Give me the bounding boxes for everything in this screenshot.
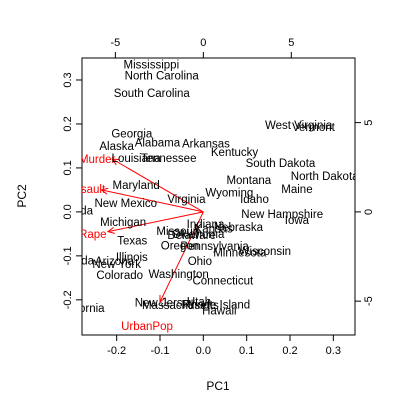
y-tick-label: 0.1 xyxy=(62,160,74,175)
point-label: Arkansas xyxy=(182,138,230,150)
point-label: Michigan xyxy=(100,217,146,229)
point-label: Oklahoma xyxy=(172,229,225,241)
top-axis: -5 0 5 xyxy=(110,37,294,58)
point-label: Missouri xyxy=(156,226,199,238)
point-label: Hawaii xyxy=(202,305,237,317)
point-label: Utah xyxy=(187,297,211,309)
point-label: Alabama xyxy=(135,137,181,149)
x-tick-label: 0.0 xyxy=(196,345,211,357)
y-tick-label: 0.3 xyxy=(62,72,74,87)
point-label: Pennsylvania xyxy=(180,241,249,253)
y-tick-label: 0.0 xyxy=(62,204,74,219)
top-tick-label: 5 xyxy=(288,37,294,49)
point-label: Iowa xyxy=(285,215,310,227)
point-label: Alaska xyxy=(99,141,134,153)
point-label: Nevada xyxy=(54,256,94,268)
y-tick-label: -0.2 xyxy=(62,290,74,309)
point-label: Tennessee xyxy=(141,153,197,165)
x-tick-label: -0.2 xyxy=(107,345,126,357)
point-label: California xyxy=(56,303,105,315)
point-label: Louisiana xyxy=(112,153,162,165)
point-label: Kentucky xyxy=(211,147,259,159)
vector-label-urbanpop: UrbanPop xyxy=(121,321,173,333)
vector-label-rape: Rape xyxy=(79,229,107,241)
point-label: Ohio xyxy=(188,256,212,268)
point-label: Maine xyxy=(281,184,312,196)
point-label: Virginia xyxy=(167,194,206,206)
point-label: Florida xyxy=(58,206,94,218)
vector-arrowhead xyxy=(106,227,115,234)
point-label: Vermont xyxy=(292,122,336,134)
point-label: Massachusetts xyxy=(142,300,219,312)
y-tick-label: -0.1 xyxy=(62,246,74,265)
point-label: New Jersey xyxy=(135,297,195,309)
point-label: Oregon xyxy=(161,241,199,253)
point-label: Illinois xyxy=(116,252,148,264)
point-label: South Carolina xyxy=(114,88,191,100)
point-label: Arizona xyxy=(95,256,135,268)
point-label: Idaho xyxy=(240,194,269,206)
point-label: Wyoming xyxy=(205,188,253,200)
left-axis: -0.2 -0.1 0.0 0.1 0.2 0.3 xyxy=(62,72,82,309)
point-label: Nebraska xyxy=(214,222,264,234)
point-label: Texas xyxy=(117,235,147,247)
right-tick-label: 5 xyxy=(363,120,375,126)
point-label: New York xyxy=(92,259,141,271)
point-label: Montana xyxy=(226,175,271,187)
top-tick-label: 0 xyxy=(200,37,206,49)
bottom-axis: -0.2 -0.1 0.0 0.1 0.2 0.3 xyxy=(107,335,341,357)
point-label: New Hampshire xyxy=(241,209,323,221)
point-label: West Virginia xyxy=(265,120,333,132)
x-tick-label: -0.1 xyxy=(151,345,170,357)
point-label: Connecticut xyxy=(192,275,254,287)
point-label: Wisconsin xyxy=(239,246,291,258)
point-label: Rhode Island xyxy=(182,300,250,312)
right-axis: -5 0 5 xyxy=(355,120,375,306)
x-tick-label: 0.3 xyxy=(326,345,341,357)
right-tick-label: -5 xyxy=(363,296,375,306)
vector-label-assault: Assault xyxy=(67,184,106,196)
x-tick-label: 0.2 xyxy=(282,345,297,357)
vector-label-murder: Murder xyxy=(79,154,116,166)
vector-arrow-assault xyxy=(101,189,204,213)
point-label: South Dakota xyxy=(246,158,316,170)
point-label: Washington xyxy=(148,269,208,281)
point-label: Maryland xyxy=(113,180,160,192)
point-label: Mississippi xyxy=(124,60,180,72)
point-label: Colorado xyxy=(96,270,143,282)
vector-arrowhead xyxy=(159,295,166,304)
loading-vectors: Murder Assault Rape UrbanPop xyxy=(67,154,204,333)
vector-arrow-rape xyxy=(107,211,204,233)
vector-arrowhead xyxy=(100,187,109,195)
point-label: New Mexico xyxy=(94,198,157,210)
x-tick-label: 0.1 xyxy=(239,345,254,357)
x-axis-label: PC1 xyxy=(206,379,230,393)
point-label: Minnesota xyxy=(213,247,267,259)
y-axis-label: PC2 xyxy=(15,184,29,208)
vector-arrowhead xyxy=(111,158,120,166)
top-tick-label: -5 xyxy=(110,37,120,49)
point-label: North Carolina xyxy=(125,71,200,83)
point-label: Indiana xyxy=(187,219,225,231)
plot-frame xyxy=(81,57,356,336)
y-tick-label: 0.2 xyxy=(62,116,74,131)
point-label: Delaware xyxy=(167,230,216,242)
point-label: North Dakota xyxy=(291,171,359,183)
vector-arrow-murder xyxy=(112,158,204,213)
right-tick-label: 0 xyxy=(363,209,375,215)
point-label: Kansas xyxy=(195,224,234,236)
point-label: Georgia xyxy=(111,129,153,141)
vector-arrow-urbanpop xyxy=(159,211,204,303)
